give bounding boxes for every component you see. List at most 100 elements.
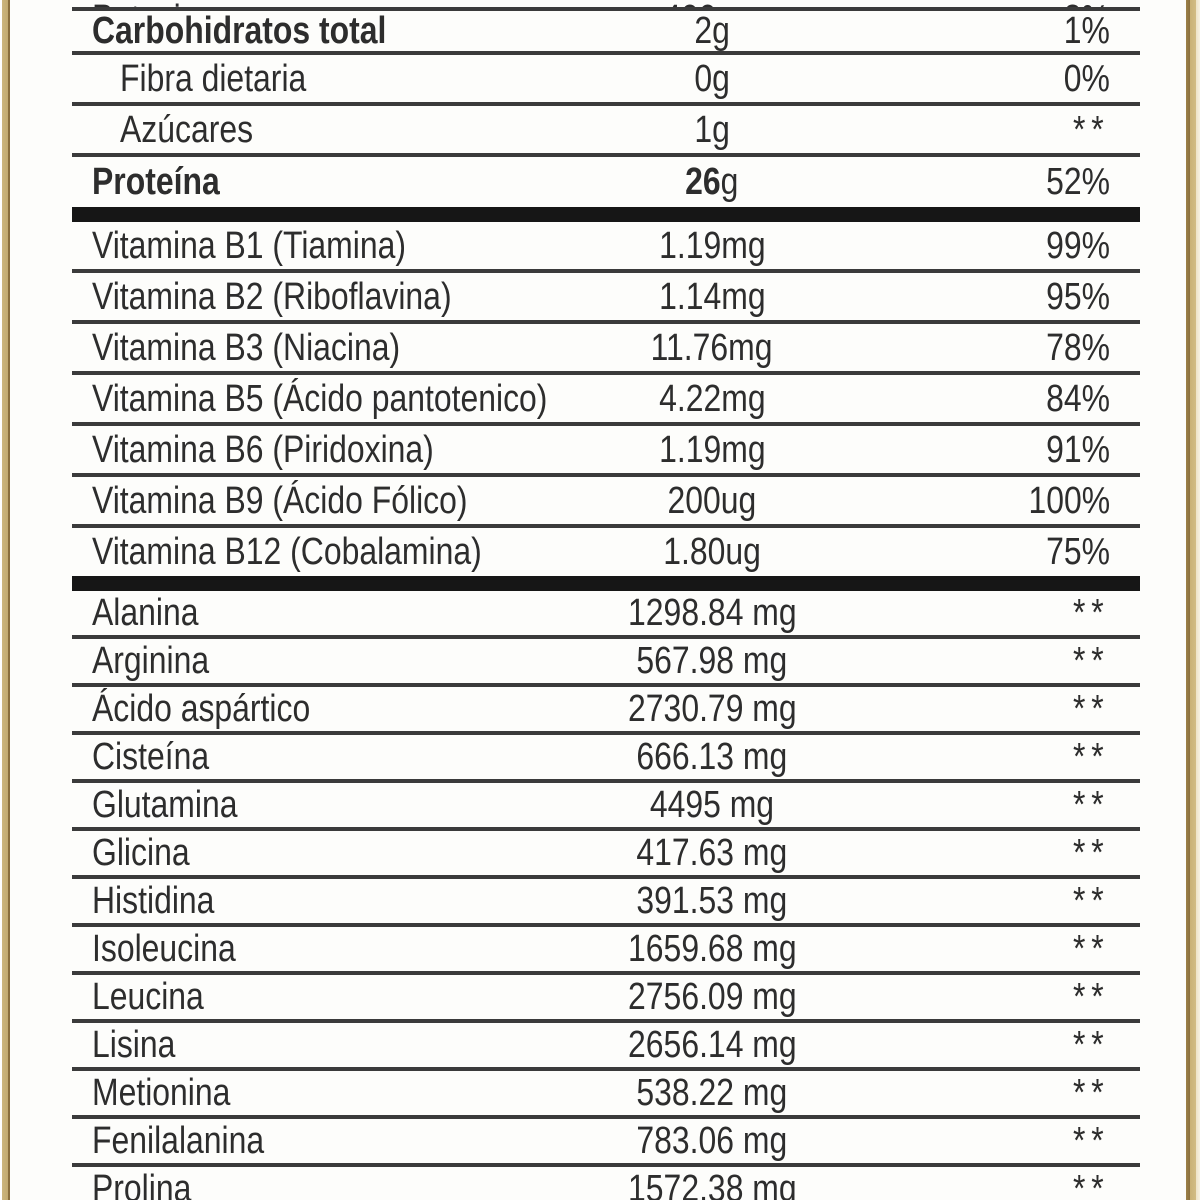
nutrient-row: Vitamina B12 (Cobalamina) 1.80ug 75%: [72, 528, 1140, 576]
nutrient-value: 1.80ug: [663, 531, 761, 573]
nutrient-label: Glutamina: [92, 784, 238, 826]
nutrient-label: Prolina: [92, 1168, 192, 1200]
nutrient-value: 0g: [694, 57, 730, 100]
nutrient-label: Vitamina B9 (Ácido Fólico): [92, 479, 468, 522]
nutrient-row: Leucina 2756.09 mg **: [72, 975, 1140, 1023]
nutrient-value: 1.19mg: [658, 428, 766, 471]
nutrition-table: Potasio400mg8%Carbohidratos total2g1%Fib…: [72, 0, 1140, 1200]
nutrient-row: Vitamina B6 (Piridoxina) 1.19mg 91%: [72, 426, 1140, 477]
nutrient-label: Vitamina B5 (Ácido pantotenico): [92, 377, 548, 420]
nutrient-value: 1.14mg: [658, 275, 766, 318]
nutrient-row: Vitamina B3 (Niacina) 11.76mg 78%: [72, 324, 1140, 375]
nutrient-daily-percent: 8%: [862, 0, 1140, 7]
nutrient-label: Ácido aspártico: [92, 688, 311, 730]
nutrient-daily-percent: 95%: [1046, 275, 1110, 318]
nutrient-value: 1572.38 mg: [627, 1168, 797, 1200]
nutrient-row: Glutamina 4495 mg **: [72, 783, 1140, 831]
nutrient-value: 4.22mg: [658, 377, 766, 420]
nutrient-daily-percent: **: [1073, 784, 1110, 826]
nutrient-label: Arginina: [92, 640, 210, 682]
nutrient-label: Potasio: [72, 0, 562, 7]
nutrient-row: Vitamina B9 (Ácido Fólico) 200ug 100%: [72, 477, 1140, 528]
nutrient-daily-percent: **: [1073, 1168, 1110, 1200]
section-divider: [72, 207, 1140, 222]
nutrient-label: Isoleucina: [92, 928, 236, 970]
nutrient-label: Leucina: [92, 976, 204, 1018]
nutrient-daily-percent: **: [1073, 736, 1110, 778]
nutrient-value: 783.06 mg: [636, 1120, 788, 1162]
nutrient-value: 2756.09 mg: [627, 976, 797, 1018]
nutrient-label: Vitamina B2 (Riboflavina): [92, 275, 452, 318]
nutrient-label: Carbohidratos total: [92, 10, 387, 52]
nutrient-label: Azúcares: [120, 108, 254, 151]
nutrient-label: Vitamina B6 (Piridoxina): [92, 428, 434, 471]
nutrient-value: 2730.79 mg: [627, 688, 797, 730]
label-border-left: [0, 0, 12, 1200]
nutrient-row: Lisina 2656.14 mg **: [72, 1023, 1140, 1071]
nutrient-row: Histidina 391.53 mg **: [72, 879, 1140, 927]
nutrient-label: Fenilalanina: [92, 1120, 265, 1162]
nutrient-value: 1298.84 mg: [627, 592, 797, 634]
nutrient-daily-percent: 84%: [1046, 377, 1110, 420]
nutrient-row: Alanina 1298.84 mg **: [72, 591, 1140, 639]
nutrient-value: 1.19mg: [658, 224, 766, 267]
nutrient-daily-percent: **: [1073, 928, 1110, 970]
nutrient-row: Arginina 567.98 mg **: [72, 639, 1140, 687]
nutrient-value: 391.53 mg: [636, 880, 788, 922]
nutrient-row: Isoleucina 1659.68 mg **: [72, 927, 1140, 975]
nutrient-row: Vitamina B1 (Tiamina) 1.19mg 99%: [72, 222, 1140, 273]
nutrient-daily-percent: 1%: [1063, 10, 1110, 52]
nutrient-value: 400mg: [562, 0, 862, 7]
nutrient-value: 1659.68 mg: [627, 928, 797, 970]
nutrient-row: Glicina 417.63 mg **: [72, 831, 1140, 879]
nutrient-row: Fibra dietaria 0g 0%: [72, 55, 1140, 106]
nutrient-row: Cisteína 666.13 mg **: [72, 735, 1140, 783]
label-border-right: [1185, 0, 1200, 1200]
nutrient-daily-percent: **: [1073, 640, 1110, 682]
nutrient-daily-percent: 99%: [1046, 224, 1110, 267]
nutrient-value: 417.63 mg: [636, 832, 788, 874]
nutrient-label: Glicina: [92, 832, 190, 874]
nutrient-row: Azúcares 1g **: [72, 106, 1140, 157]
nutrient-label: Vitamina B1 (Tiamina): [92, 224, 407, 267]
nutrient-daily-percent: **: [1073, 592, 1110, 634]
nutrient-label: Lisina: [92, 1024, 176, 1066]
nutrient-daily-percent: 75%: [1046, 531, 1110, 573]
nutrient-label: Proteína: [92, 161, 220, 203]
value-amount: 26: [685, 161, 721, 203]
nutrient-row: Fenilalanina 783.06 mg **: [72, 1119, 1140, 1167]
nutrient-value: 1g: [694, 108, 730, 151]
nutrient-value: 2656.14 mg: [627, 1024, 797, 1066]
nutrient-row: Ácido aspártico 2730.79 mg **: [72, 687, 1140, 735]
nutrient-label: Vitamina B3 (Niacina): [92, 326, 401, 369]
nutrient-label: Histidina: [92, 880, 215, 922]
nutrient-row: Proteína 26g 52%: [72, 157, 1140, 207]
nutrient-row: Carbohidratos total 2g 1%: [72, 11, 1140, 55]
nutrient-daily-percent: **: [1073, 1024, 1110, 1066]
nutrient-label: Metionina: [92, 1072, 231, 1114]
nutrient-row: Metionina 538.22 mg **: [72, 1071, 1140, 1119]
nutrient-daily-percent: 91%: [1046, 428, 1110, 471]
nutrient-daily-percent: **: [1073, 976, 1110, 1018]
nutrient-label: Alanina: [92, 592, 199, 634]
nutrient-value: 11.76mg: [651, 326, 773, 369]
nutrient-daily-percent: **: [1073, 880, 1110, 922]
nutrient-row: Potasio400mg8%: [72, 0, 1140, 11]
nutrient-row: Vitamina B2 (Riboflavina) 1.14mg 95%: [72, 273, 1140, 324]
nutrient-daily-percent: 78%: [1046, 326, 1110, 369]
nutrient-daily-percent: **: [1073, 108, 1110, 151]
value-unit: g: [720, 161, 739, 203]
nutrient-row: Vitamina B5 (Ácido pantotenico) 4.22mg 84%: [72, 375, 1140, 426]
nutrient-value: 538.22 mg: [636, 1072, 788, 1114]
nutrient-daily-percent: 52%: [1046, 161, 1110, 203]
nutrient-value: 666.13 mg: [636, 736, 788, 778]
nutrient-value: 200ug: [667, 479, 757, 522]
nutrient-daily-percent: **: [1073, 832, 1110, 874]
nutrient-value: 2g: [694, 10, 730, 52]
nutrient-value: 567.98 mg: [636, 640, 788, 682]
nutrient-daily-percent: **: [1073, 1120, 1110, 1162]
nutrient-value: 4495 mg: [649, 784, 775, 826]
section-divider: [72, 576, 1140, 591]
nutrient-daily-percent: **: [1073, 688, 1110, 730]
nutrient-daily-percent: **: [1073, 1072, 1110, 1114]
